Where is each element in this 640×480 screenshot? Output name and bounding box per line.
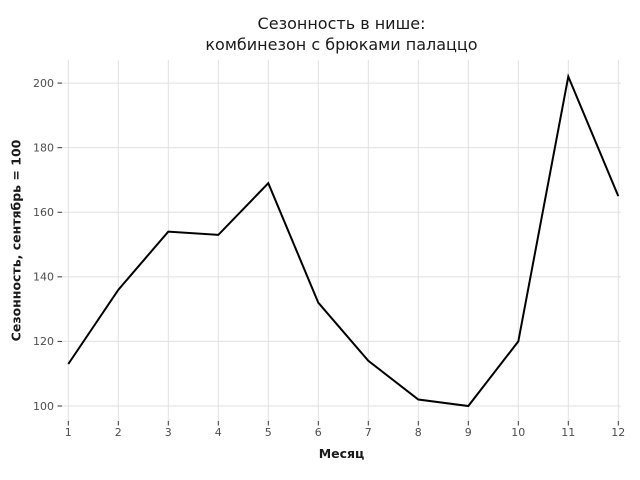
x-tick-label: 5 (265, 426, 272, 439)
y-tick-labels: 100 120 140 160 180 200 (33, 77, 54, 413)
x-tick-label: 1 (65, 426, 72, 439)
x-tick-label: 8 (415, 426, 422, 439)
x-tick-label: 11 (561, 426, 575, 439)
y-tick-label: 140 (33, 271, 54, 284)
y-axis-title: Сезонность, сентябрь = 100 (9, 139, 24, 341)
x-axis-title: Месяц (319, 446, 365, 461)
y-tick-label: 120 (33, 335, 54, 348)
x-tick-label: 4 (215, 426, 222, 439)
x-tick-label: 10 (511, 426, 525, 439)
data-line (67, 73, 620, 408)
x-tick-label: 6 (315, 426, 322, 439)
y-tick-label: 160 (33, 206, 54, 219)
x-tick-label: 9 (465, 426, 472, 439)
x-tick-label: 12 (611, 426, 625, 439)
chart-title-line2: комбинезон с брюками палаццо (205, 35, 477, 54)
y-tick-label: 100 (33, 400, 54, 413)
gridlines (62, 60, 621, 421)
x-tick-labels: 1 2 3 4 5 6 7 8 9 10 11 12 (65, 426, 625, 439)
axis-tick-marks (57, 82, 619, 426)
chart-title-line1: Сезонность в нише: (258, 14, 426, 33)
y-tick-label: 200 (33, 77, 54, 90)
x-tick-label: 2 (115, 426, 122, 439)
y-tick-label: 180 (33, 141, 54, 154)
x-tick-label: 3 (165, 426, 172, 439)
x-tick-label: 7 (365, 426, 372, 439)
